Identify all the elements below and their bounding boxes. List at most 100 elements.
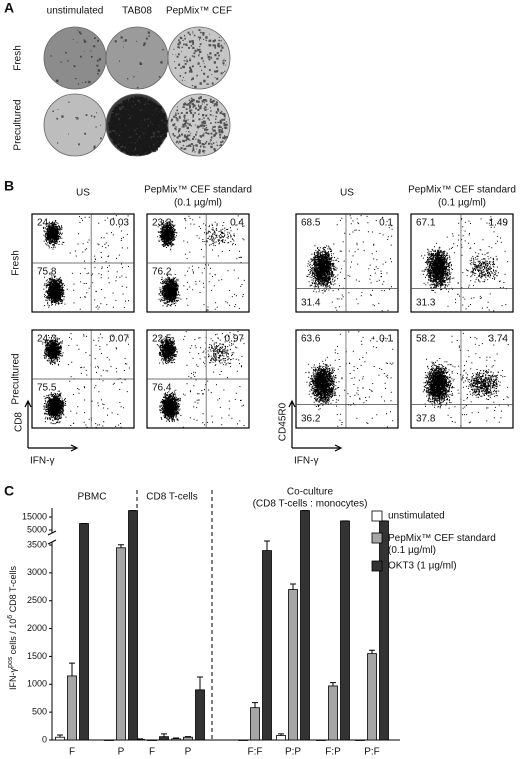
well-spots	[50, 29, 101, 85]
x-axis-label: IFN-γ	[294, 456, 318, 467]
error-bar	[252, 702, 258, 708]
legend-swatch	[371, 532, 383, 544]
y-axis-label: CD45R0	[278, 402, 289, 441]
error-bar	[161, 733, 167, 737]
panel-label: B	[4, 178, 14, 194]
bar	[128, 510, 138, 741]
quadrant-value: 0.1	[379, 334, 393, 345]
quadrant-value: 1.49	[489, 218, 509, 229]
quadrant-value: 0.4	[230, 218, 244, 229]
x-tick-label: F:P	[325, 747, 341, 758]
well	[43, 26, 107, 90]
bar	[300, 510, 310, 741]
bar	[67, 675, 77, 741]
group-label: CD8 T-cells	[146, 492, 198, 503]
bar	[276, 735, 286, 741]
bar	[171, 738, 181, 741]
quadrant-value: 63.6	[301, 334, 321, 345]
flow-events	[157, 215, 245, 312]
group-label: Co-culture	[287, 487, 334, 498]
y-axis-label-part: CD8 T-cells	[8, 565, 18, 614]
quadrant-value: 3.74	[489, 334, 509, 345]
quadrant-value: 24	[37, 218, 49, 229]
flow-events	[305, 331, 394, 428]
y-tick-label: 2000	[27, 623, 47, 633]
y-axis-label: IFN-γpos cells / 106 CD8 T-cells	[7, 565, 18, 690]
y-tick-label: 500	[32, 707, 47, 717]
error-bar	[69, 662, 75, 676]
bar	[195, 689, 205, 741]
legend-line: PepMix™ CEF standard	[388, 533, 496, 544]
legend-swatch	[371, 560, 383, 572]
y-tick-label: 3500	[27, 539, 47, 549]
y-tick-label: 5000	[27, 524, 47, 534]
axis-arrow	[288, 399, 343, 452]
quadrant-value: 75.5	[37, 383, 57, 394]
axis-arrow	[24, 399, 79, 452]
error-bar	[118, 544, 124, 548]
bar	[116, 547, 126, 741]
x-tick-label: P:P	[285, 747, 301, 758]
error-bar	[290, 583, 296, 590]
quadrant-value: 31.4	[301, 298, 321, 309]
legend-label: OKT3 (1 µg/ml)	[388, 561, 457, 572]
flow-events	[421, 216, 509, 312]
quadrant-value: 76.2	[152, 267, 172, 278]
quadrant-value: 58.2	[416, 334, 436, 345]
row-label: Fresh	[11, 250, 22, 276]
y-axis-label: CD8	[14, 412, 25, 432]
quadrant-value: 22.5	[152, 334, 172, 345]
y-tick-label: 1000	[27, 679, 47, 689]
error-bar	[264, 540, 270, 551]
row-label: Fresh	[13, 45, 24, 71]
error-bar	[185, 736, 191, 738]
y-axis-label-part: cells / 10	[8, 619, 18, 657]
panel-label: A	[4, 0, 14, 16]
x-tick-label: P	[118, 747, 125, 758]
plot-frame	[410, 213, 514, 313]
error-bar	[278, 733, 284, 736]
bar	[288, 589, 298, 741]
x-axis-label: IFN-γ	[30, 456, 54, 467]
column-header: US	[340, 188, 354, 199]
error-bar	[137, 738, 143, 740]
quadrant-value: 0.07	[110, 334, 130, 345]
y-tick-label: 2500	[27, 595, 47, 605]
y-tick-label: 0	[42, 734, 47, 744]
x-tick-label: F	[69, 747, 75, 758]
x-tick-label: F:F	[248, 747, 263, 758]
flow-events	[306, 215, 393, 312]
well-spots	[108, 96, 169, 156]
flow-events	[42, 333, 130, 428]
bar	[183, 736, 193, 741]
group-label: (CD8 T-cells : monocytes)	[253, 499, 368, 510]
well-spots	[170, 96, 228, 154]
y-tick-label: 15000	[22, 511, 47, 521]
y-axis-label-part: 6	[7, 615, 14, 619]
well	[167, 93, 231, 157]
column-header: PepMix™ CEF	[166, 6, 232, 17]
bar	[262, 550, 272, 741]
plot-frame	[295, 213, 399, 313]
legend-line: (0.1 µg/ml)	[388, 545, 436, 556]
y-tick-label: 3000	[27, 567, 47, 577]
well	[43, 93, 107, 157]
plot-frame	[410, 329, 514, 429]
row-label: Precultured	[13, 99, 24, 150]
quadrant-value: 31.3	[416, 298, 436, 309]
legend-swatch	[371, 510, 383, 522]
group-label: PBMC	[78, 492, 107, 503]
bar	[328, 685, 338, 741]
quadrant-value: 0.1	[379, 218, 393, 229]
quadrant-value: 0.97	[225, 334, 245, 345]
quadrant-value: 67.1	[416, 218, 436, 229]
well	[167, 26, 231, 90]
y-axis-label-part: IFN-γ	[8, 668, 18, 690]
column-header: (0.1 µg/ml)	[174, 198, 222, 209]
legend-label: unstimulated	[388, 511, 445, 522]
quadrant-value: 76.4	[152, 383, 172, 394]
error-bar	[57, 734, 63, 738]
flow-events	[156, 331, 245, 428]
x-tick-label: P:F	[364, 747, 380, 758]
